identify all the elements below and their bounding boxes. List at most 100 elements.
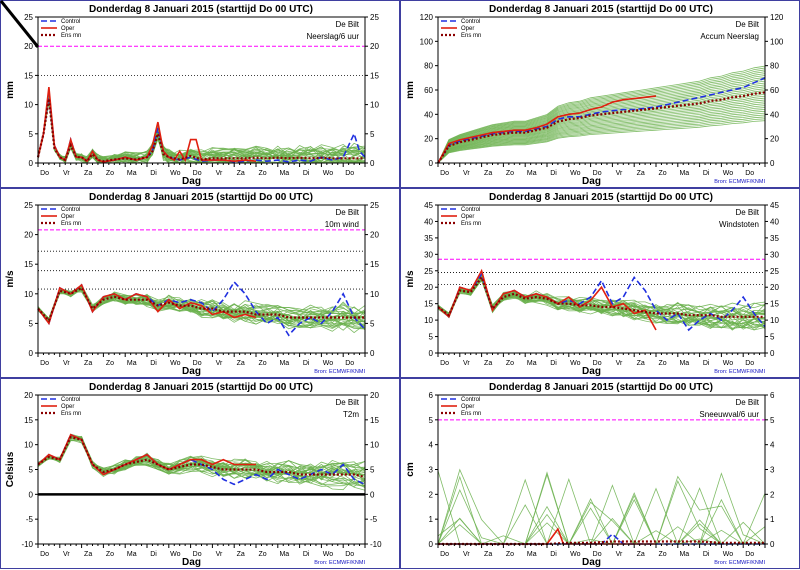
ensemble-member-line <box>438 493 765 544</box>
y-tick-label-left: 25 <box>24 201 33 210</box>
x-day-label: Di <box>150 170 157 177</box>
y-tick-label-left: 20 <box>24 391 33 400</box>
series-control-line <box>438 274 765 330</box>
x-day-label: Vr <box>616 170 623 177</box>
x-day-label: Zo <box>658 360 666 367</box>
legend-label-oper: Oper <box>61 214 74 220</box>
x-day-label: Zo <box>106 551 114 558</box>
y-tick-label-right: 0 <box>770 540 775 549</box>
y-tick-label-right: 15 <box>370 416 379 425</box>
ensemble-member-line <box>438 496 765 544</box>
ensemble-member-line <box>38 436 365 480</box>
location-label: De Bilt <box>735 398 759 407</box>
y-tick-label-left: 25 <box>424 267 433 276</box>
y-tick-label-left: 100 <box>420 37 434 46</box>
y-tick-label-right: 10 <box>370 441 379 450</box>
y-tick-label-right: 80 <box>770 62 779 71</box>
x-day-label: Di <box>150 360 157 367</box>
variable-label: 10m wind <box>325 220 359 229</box>
x-day-label: Zo <box>258 360 266 367</box>
x-day-label: Wo <box>723 170 733 177</box>
legend-label-oper: Oper <box>461 26 474 32</box>
source-label: Bron: ECMWF/KNMI <box>314 560 365 566</box>
y-tick-label-left: 15 <box>24 416 33 425</box>
y-tick-label-left: 10 <box>24 101 33 110</box>
x-day-label: Vr <box>616 551 623 558</box>
y-tick-label-left: 20 <box>24 42 33 51</box>
y-axis-label: mm <box>5 81 16 99</box>
x-day-label: Do <box>40 360 49 367</box>
x-day-label: Do <box>745 360 754 367</box>
legend-label-control: Control <box>61 19 80 25</box>
x-day-label: Zo <box>106 170 114 177</box>
x-day-label: Ma <box>527 170 537 177</box>
x-day-label: Di <box>303 360 310 367</box>
y-tick-label-left: 15 <box>24 260 33 269</box>
chart-title: Donderdag 8 Januari 2015 (starttijd Do 0… <box>489 382 713 393</box>
chart-svg-windstoten: Donderdag 8 Januari 2015 (starttijd Do 0… <box>401 189 800 379</box>
y-tick-label-right: 5 <box>770 333 775 342</box>
x-day-label: Vr <box>63 551 70 558</box>
y-tick-label-left: 6 <box>429 391 434 400</box>
ensemble-member-line <box>38 101 365 160</box>
y-tick-label-right: 10 <box>370 101 379 110</box>
x-day-label: Za <box>237 551 245 558</box>
x-day-label: Ma <box>127 170 137 177</box>
y-tick-label-right: 1 <box>770 515 775 524</box>
y-tick-label-left: 0 <box>429 159 434 168</box>
y-tick-label-left: 20 <box>24 231 33 240</box>
chart-panel-windstoten: Donderdag 8 Januari 2015 (starttijd Do 0… <box>400 188 800 378</box>
legend-label-ens: Ens mn <box>461 221 481 227</box>
y-tick-label-right: 15 <box>770 300 779 309</box>
y-tick-label-left: 1 <box>429 515 434 524</box>
y-tick-label-right: 20 <box>370 42 379 51</box>
x-day-label: Do <box>40 551 49 558</box>
x-day-label: Di <box>303 551 310 558</box>
chart-panel-t2m: Donderdag 8 Januari 2015 (starttijd Do 0… <box>0 378 400 569</box>
y-tick-label-left: 5 <box>29 319 34 328</box>
y-axis-label: m/s <box>5 270 16 288</box>
y-tick-label-right: 60 <box>770 86 779 95</box>
x-day-label: Di <box>550 170 557 177</box>
chart-panel-sneeuw: Donderdag 8 Januari 2015 (starttijd Do 0… <box>400 378 800 569</box>
location-label: De Bilt <box>335 398 359 407</box>
y-tick-label-left: 2 <box>429 490 434 499</box>
x-day-label: Za <box>637 170 645 177</box>
location-label: De Bilt <box>735 20 759 29</box>
ensemble-member-line <box>438 499 765 544</box>
chart-svg-accum: Donderdag 8 Januari 2015 (starttijd Do 0… <box>401 1 800 189</box>
y-tick-label-right: 0 <box>370 159 375 168</box>
y-tick-label-left: 80 <box>424 62 433 71</box>
y-tick-label-right: 5 <box>370 466 375 475</box>
x-axis-label: Dag <box>582 366 601 377</box>
variable-label: Windstoten <box>719 220 759 229</box>
x-day-label: Vr <box>216 170 223 177</box>
ensemble-member-line <box>438 488 765 544</box>
chart-panel-accum: Donderdag 8 Januari 2015 (starttijd Do 0… <box>400 0 800 188</box>
x-day-label: Wo <box>570 360 580 367</box>
y-tick-label-right: 120 <box>770 13 784 22</box>
y-tick-label-right: 10 <box>770 316 779 325</box>
chart-panel-wind: Donderdag 8 Januari 2015 (starttijd Do 0… <box>0 188 400 378</box>
x-day-label: Ma <box>127 551 137 558</box>
y-tick-label-left: 45 <box>424 201 433 210</box>
y-tick-label-right: 2 <box>770 490 775 499</box>
y-tick-label-right: 4 <box>770 441 775 450</box>
chart-title: Donderdag 8 Januari 2015 (starttijd Do 0… <box>89 4 313 15</box>
legend-label-ens: Ens mn <box>61 411 81 417</box>
x-day-label: Ma <box>279 170 289 177</box>
y-tick-label-right: 0 <box>370 490 375 499</box>
legend-label-control: Control <box>61 397 80 403</box>
y-tick-label-right: 35 <box>770 234 779 243</box>
x-day-label: Ma <box>679 360 689 367</box>
legend-label-oper: Oper <box>61 26 74 32</box>
y-tick-label-left: 15 <box>424 300 433 309</box>
x-day-label: Vr <box>463 170 470 177</box>
y-tick-label-left: 35 <box>424 234 433 243</box>
y-tick-label-left: 5 <box>429 333 434 342</box>
y-tick-label-left: -10 <box>21 540 33 549</box>
chart-title: Donderdag 8 Januari 2015 (starttijd Do 0… <box>89 382 313 393</box>
x-day-label: Zo <box>506 170 514 177</box>
x-day-label: Zo <box>506 360 514 367</box>
x-day-label: Za <box>484 551 492 558</box>
